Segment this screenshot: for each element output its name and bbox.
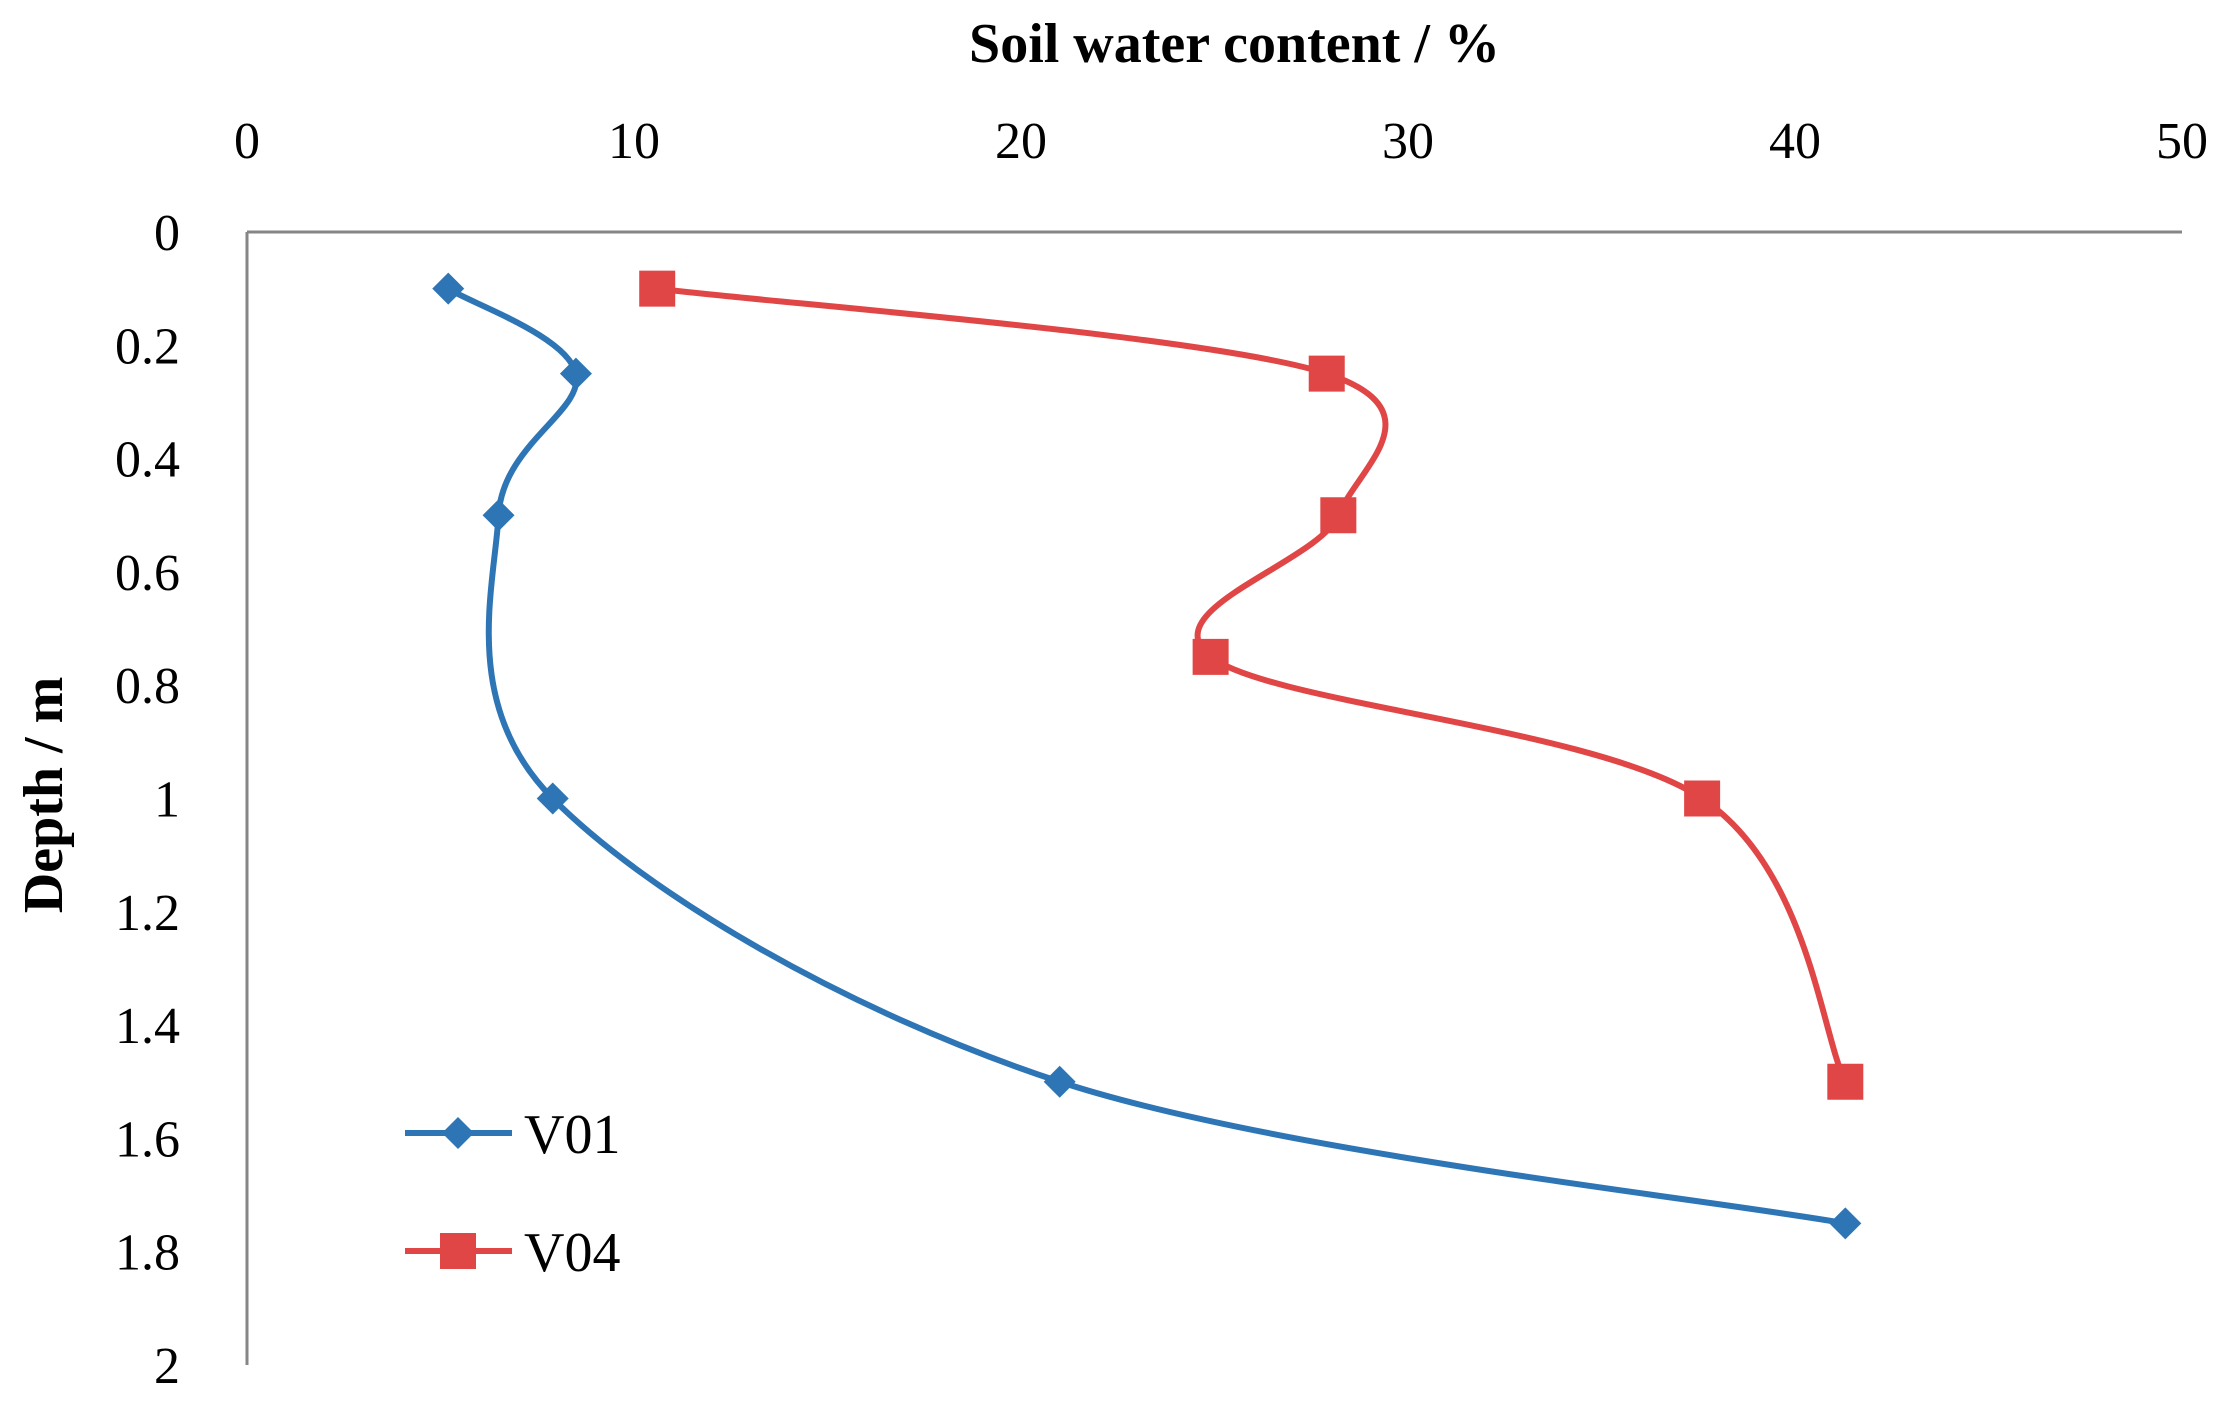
data-point [1192, 638, 1229, 675]
x-tick-label: 40 [1769, 113, 1821, 170]
series-line [445, 285, 1849, 1227]
x-tick-label: 0 [234, 113, 260, 170]
data-point [1320, 497, 1357, 534]
data-point [1827, 1063, 1864, 1100]
legend-item-v04: V04 [405, 1222, 620, 1284]
data-point [536, 782, 569, 815]
legend-label: V04 [524, 1222, 620, 1284]
data-point [1829, 1207, 1862, 1240]
plot-area [432, 270, 1864, 1240]
y-tick-label: 1.4 [115, 998, 180, 1055]
legend: V01 V04 [405, 1104, 620, 1284]
data-point [1308, 355, 1345, 392]
data-point [482, 499, 515, 532]
legend-marker [440, 1233, 476, 1269]
data-point [1684, 780, 1721, 817]
y-tick-label: 1.2 [115, 885, 180, 942]
legend-item-v01: V01 [405, 1104, 620, 1166]
series-line [654, 285, 1849, 1085]
y-axis-title: Depth / m [13, 677, 75, 913]
x-tick-label: 10 [608, 113, 660, 170]
x-axis-title: Soil water content / % [969, 13, 1500, 75]
series-v01 [432, 272, 1862, 1240]
y-tick-label: 0.4 [115, 432, 180, 489]
x-tick-label: 20 [995, 113, 1047, 170]
y-tick-label: 1.6 [115, 1111, 180, 1168]
x-tick-label: 50 [2156, 113, 2208, 170]
y-tick-label: 1.8 [115, 1225, 180, 1282]
data-point [1043, 1065, 1076, 1098]
series-v04 [639, 270, 1864, 1100]
data-point [639, 270, 676, 307]
y-tick-label: 0.6 [115, 545, 180, 602]
y-tick-label: 1 [154, 772, 180, 829]
data-point [559, 357, 592, 390]
y-tick-label: 0.2 [115, 318, 180, 375]
legend-marker [442, 1117, 474, 1149]
axes: 0 10 20 30 40 50 0 0.2 0.4 0.6 0.8 1 1.2 1.4 1.6 1.8 2 So… [13, 13, 2208, 1395]
y-tick-label: 2 [154, 1338, 180, 1395]
x-tick-label: 30 [1382, 113, 1434, 170]
y-tick-label: 0.8 [115, 658, 180, 715]
y-tick-label: 0 [154, 205, 180, 262]
data-point [432, 272, 465, 305]
legend-label: V01 [524, 1104, 620, 1166]
